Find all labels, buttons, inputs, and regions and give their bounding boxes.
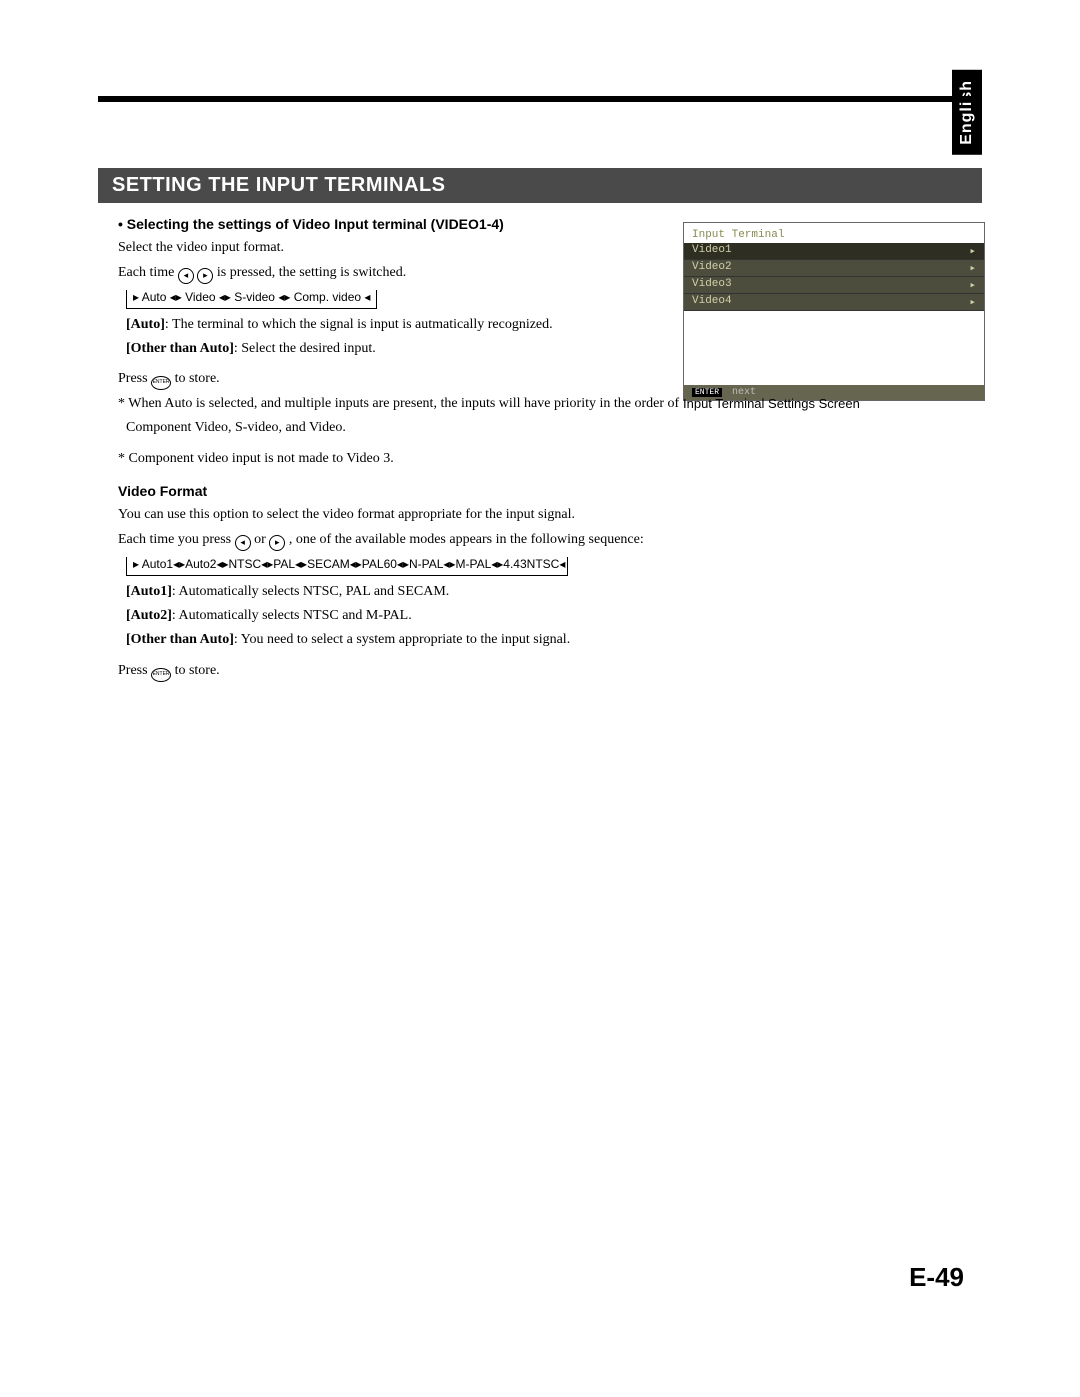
ss-title: Input Terminal — [684, 223, 984, 243]
auto2-label: [Auto2] — [126, 608, 172, 623]
auto-text: : The terminal to which the signal is in… — [165, 317, 553, 332]
bullet-selecting: • Selecting the settings of Video Input … — [118, 214, 678, 234]
page-number: E-49 — [909, 1262, 964, 1293]
auto2-text: : Automatically selects NTSC and M-PAL. — [172, 608, 412, 623]
press-prefix-1: Press — [118, 371, 151, 386]
vf-line2b: or — [254, 532, 269, 547]
each-time-prefix: Each time — [118, 265, 178, 280]
other-text: : Select the desired input. — [234, 341, 376, 356]
note-priority-b: Component Video, S-video, and Video. — [126, 418, 678, 438]
line-select-format: Select the video input format. — [118, 238, 678, 258]
ss-gap — [684, 311, 984, 385]
cycle-arrow-2: ▸ — [133, 557, 142, 571]
video-format-heading: Video Format — [118, 481, 678, 501]
enter-icon: ENTER — [151, 376, 171, 390]
auto1-label: [Auto1] — [126, 584, 172, 599]
ss-row-left: Video2 — [692, 261, 732, 275]
each-time-suffix: is pressed, the setting is switched. — [217, 265, 406, 280]
right-arrow-icon: ▸ — [197, 268, 213, 284]
line-each-time: Each time ◂ ▸ is pressed, the setting is… — [118, 263, 678, 284]
auto1-desc: [Auto1]: Automatically selects NTSC, PAL… — [126, 582, 678, 602]
left-arrow-icon: ◂ — [178, 268, 194, 284]
cycle-sequence-2: ▸ Auto1◂▸Auto2◂▸NTSC◂▸PAL◂▸SECAM◂▸PAL60◂… — [126, 557, 568, 576]
other2-desc: [Other than Auto]: You need to select a … — [126, 630, 678, 650]
ss-row-left: Video4 — [692, 295, 732, 309]
ss-row-left: Video1 — [692, 244, 732, 258]
auto1-text: : Automatically selects NTSC, PAL and SE… — [172, 584, 449, 599]
vf-line2c: , one of the available modes appears in … — [289, 532, 644, 547]
screenshot-caption: Input Terminal Settings Screen — [683, 396, 983, 411]
cycle-sequence-1: ▸ Auto ◂▸ Video ◂▸ S-video ◂▸ Comp. vide… — [126, 290, 377, 309]
section-title: SETTING THE INPUT TERMINALS — [98, 168, 982, 203]
press-prefix-2: Press — [118, 663, 151, 678]
ss-row-right: ▸ — [969, 295, 976, 309]
other2-text: : You need to select a system appropriat… — [234, 632, 570, 647]
cycle-seq-2: Auto1◂▸Auto2◂▸NTSC◂▸PAL◂▸SECAM◂▸PAL60◂▸N… — [142, 557, 566, 571]
other-label: [Other than Auto] — [126, 341, 234, 356]
vf-line2a: Each time you press — [118, 532, 235, 547]
cycle-arrow-1: ▸ — [133, 290, 142, 304]
note-video3: * Component video input is not made to V… — [118, 449, 678, 469]
top-rule — [98, 96, 982, 102]
vf-line2: Each time you press ◂ or ▸ , one of the … — [118, 530, 858, 551]
other-desc: [Other than Auto]: Select the desired in… — [126, 339, 678, 359]
left-arrow-icon: ◂ — [235, 535, 251, 551]
auto-label: [Auto] — [126, 317, 165, 332]
ss-row: Video2 ▸ — [684, 260, 984, 277]
ss-row: Video4 ▸ — [684, 294, 984, 311]
press-store-2: Press ENTER to store. — [118, 661, 678, 682]
ss-row-right: ▸ — [969, 244, 976, 258]
ss-row: Video3 ▸ — [684, 277, 984, 294]
other2-label: [Other than Auto] — [126, 632, 234, 647]
auto2-desc: [Auto2]: Automatically selects NTSC and … — [126, 606, 678, 626]
auto-desc: [Auto]: The terminal to which the signal… — [126, 315, 678, 335]
ss-row-left: Video3 — [692, 278, 732, 292]
right-arrow-icon: ▸ — [269, 535, 285, 551]
press-store-1: Press ENTER to store. — [118, 369, 678, 390]
vf-line1: You can use this option to select the vi… — [118, 505, 858, 525]
press-suffix-2: to store. — [175, 663, 220, 678]
terminal-settings-screenshot: Input Terminal Video1 ▸ Video2 ▸ Video3 … — [683, 222, 985, 401]
ss-row: Video1 ▸ — [684, 243, 984, 260]
ss-row-right: ▸ — [969, 261, 976, 275]
enter-icon: ENTER — [151, 668, 171, 682]
language-tab: English — [952, 70, 982, 155]
cycle-seq-1: Auto ◂▸ Video ◂▸ S-video ◂▸ Comp. video … — [142, 290, 371, 304]
press-suffix-1: to store. — [175, 371, 220, 386]
ss-row-right: ▸ — [969, 278, 976, 292]
